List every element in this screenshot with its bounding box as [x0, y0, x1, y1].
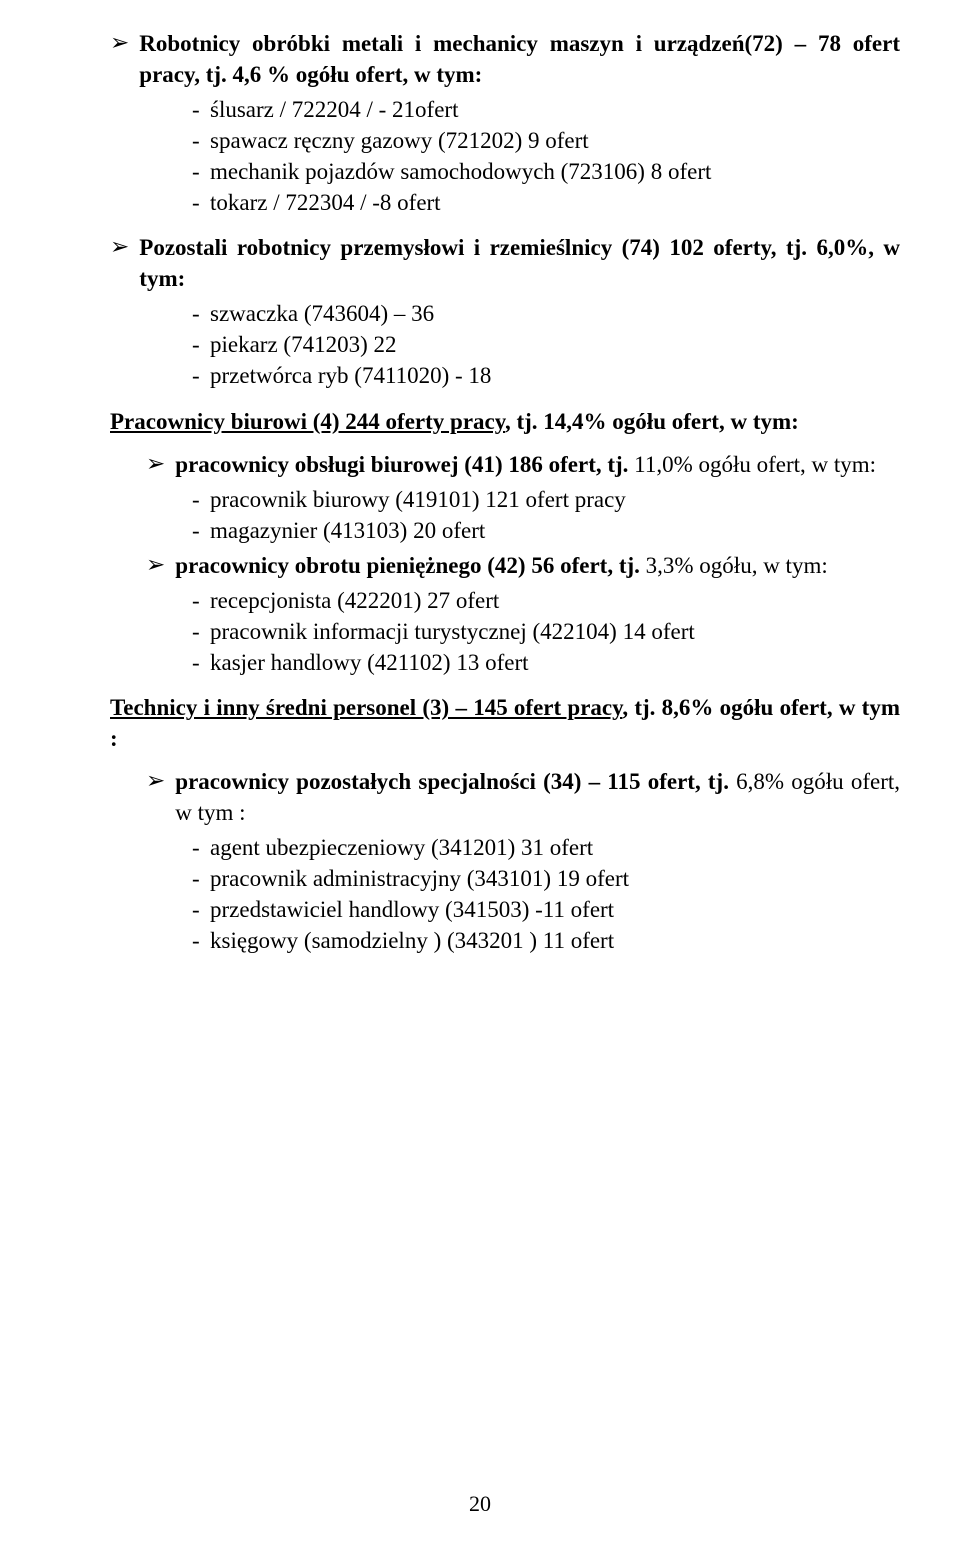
list-item: pracownik informacji turystycznej (42210… — [182, 616, 900, 647]
bullet-group-1: ➢ Robotnicy obróbki metali i mechanicy m… — [110, 28, 900, 90]
heading-underline: Technicy i inny średni personel (3) – 14… — [110, 695, 622, 720]
group2-list: szwaczka (743604) – 36 piekarz (741203) … — [182, 298, 900, 391]
group4-label-bold: pracownicy obrotu pieniężnego (42) 56 of… — [175, 553, 640, 578]
list-item: księgowy (samodzielny ) (343201 ) 11 ofe… — [182, 925, 900, 956]
heading-underline: Pracownicy biurowi (4) 244 oferty pracy — [110, 409, 505, 434]
list-item: przetwórca ryb (7411020) - 18 — [182, 360, 900, 391]
section-heading-technicy: Technicy i inny średni personel (3) – 14… — [110, 692, 900, 754]
list-item: tokarz / 722304 / -8 ofert — [182, 187, 900, 218]
list-item: pracownik administracyjny (343101) 19 of… — [182, 863, 900, 894]
group3-list: pracownik biurowy (419101) 121 ofert pra… — [182, 484, 900, 546]
list-item: recepcjonista (422201) 27 ofert — [182, 585, 900, 616]
group1-label: Robotnicy obróbki metali i mechanicy mas… — [139, 28, 900, 90]
list-item: pracownik biurowy (419101) 121 ofert pra… — [182, 484, 900, 515]
group2-label: Pozostali robotnicy przemysłowi i rzemie… — [139, 232, 900, 294]
group3-label-rest: 11,0% ogółu ofert, w tym: — [628, 452, 876, 477]
section-heading-biurowi: Pracownicy biurowi (4) 244 oferty pracy,… — [110, 406, 900, 437]
arrow-icon: ➢ — [110, 232, 129, 262]
arrow-icon: ➢ — [146, 550, 165, 580]
list-item: spawacz ręczny gazowy (721202) 9 ofert — [182, 125, 900, 156]
list-item: ślusarz / 722204 / - 21ofert — [182, 94, 900, 125]
bullet-group-3: ➢ pracownicy obsługi biurowej (41) 186 o… — [146, 449, 900, 480]
group3-label: pracownicy obsługi biurowej (41) 186 ofe… — [175, 449, 876, 480]
heading-rest: , tj. 14,4% ogółu ofert, w tym: — [505, 409, 799, 434]
bullet-group-2: ➢ Pozostali robotnicy przemysłowi i rzem… — [110, 232, 900, 294]
arrow-icon: ➢ — [146, 766, 165, 796]
page: ➢ Robotnicy obróbki metali i mechanicy m… — [0, 0, 960, 1543]
page-number: 20 — [0, 1491, 960, 1517]
arrow-icon: ➢ — [146, 449, 165, 479]
group5-label-bold: pracownicy pozostałych specjalności (34)… — [175, 769, 729, 794]
group5-list: agent ubezpieczeniowy (341201) 31 ofert … — [182, 832, 900, 956]
list-item: szwaczka (743604) – 36 — [182, 298, 900, 329]
group1-list: ślusarz / 722204 / - 21ofert spawacz ręc… — [182, 94, 900, 218]
arrow-icon: ➢ — [110, 28, 129, 58]
list-item: magazynier (413103) 20 ofert — [182, 515, 900, 546]
group4-list: recepcjonista (422201) 27 ofert pracowni… — [182, 585, 900, 678]
group5-label: pracownicy pozostałych specjalności (34)… — [175, 766, 900, 828]
list-item: przedstawiciel handlowy (341503) -11 ofe… — [182, 894, 900, 925]
bullet-group-4: ➢ pracownicy obrotu pieniężnego (42) 56 … — [146, 550, 900, 581]
group3-label-bold: pracownicy obsługi biurowej (41) 186 ofe… — [175, 452, 628, 477]
list-item: mechanik pojazdów samochodowych (723106)… — [182, 156, 900, 187]
group4-label: pracownicy obrotu pieniężnego (42) 56 of… — [175, 550, 827, 581]
group4-label-rest: 3,3% ogółu, w tym: — [640, 553, 828, 578]
list-item: piekarz (741203) 22 — [182, 329, 900, 360]
list-item: kasjer handlowy (421102) 13 ofert — [182, 647, 900, 678]
list-item: agent ubezpieczeniowy (341201) 31 ofert — [182, 832, 900, 863]
bullet-group-5: ➢ pracownicy pozostałych specjalności (3… — [146, 766, 900, 828]
